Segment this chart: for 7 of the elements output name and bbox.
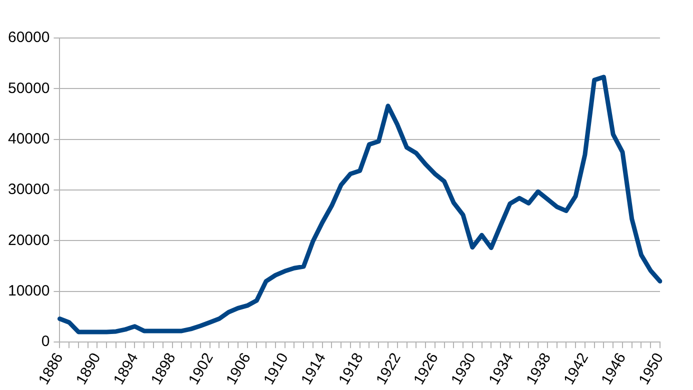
y-tick-label: 30000 (8, 181, 50, 198)
y-tick-label: 60000 (8, 29, 50, 46)
y-tick-label: 40000 (8, 130, 50, 148)
y-tick-label: 50000 (8, 80, 50, 97)
y-tick-label: 20000 (8, 232, 50, 249)
y-tick-label: 10000 (8, 282, 50, 300)
y-tick-label: 0 (41, 333, 50, 350)
